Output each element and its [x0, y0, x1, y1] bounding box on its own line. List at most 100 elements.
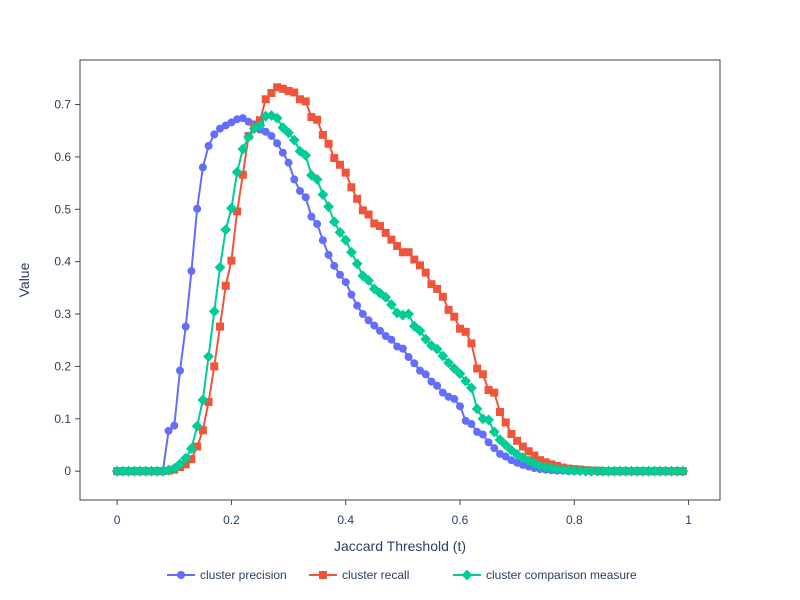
data-point-cluster-precision	[324, 250, 333, 259]
data-point-cluster-comparison-measure	[631, 465, 643, 477]
data-point-cluster-precision	[301, 193, 310, 202]
data-point-cluster-recall	[324, 139, 333, 148]
legend-label: cluster comparison measure	[486, 568, 637, 582]
data-point-cluster-comparison-measure	[608, 465, 620, 477]
data-point-cluster-comparison-measure	[180, 452, 192, 464]
y-tick-label: 0.1	[54, 412, 71, 426]
data-point-cluster-comparison-measure	[643, 465, 654, 477]
legend[interactable]: cluster precision cluster recall cluster c…	[167, 568, 637, 582]
data-point-cluster-recall	[221, 281, 230, 290]
data-point-cluster-comparison-measure	[191, 420, 203, 432]
data-point-cluster-comparison-measure	[243, 131, 254, 143]
data-point-cluster-recall	[307, 113, 316, 122]
data-point-cluster-recall	[467, 339, 476, 348]
data-point-cluster-recall	[456, 324, 464, 333]
data-point-cluster-comparison-measure	[220, 224, 232, 236]
data-point-cluster-comparison-measure	[260, 110, 272, 122]
data-point-cluster-recall	[193, 442, 202, 451]
y-tick-label: 0.5	[54, 202, 71, 216]
data-point-cluster-precision	[261, 127, 270, 136]
y-tick-label: 0.4	[54, 255, 71, 269]
data-point-cluster-comparison-measure	[666, 465, 677, 477]
data-point-cluster-comparison-measure	[586, 465, 597, 477]
data-point-cluster-precision	[307, 212, 316, 221]
data-point-cluster-recall	[450, 312, 459, 321]
data-point-cluster-comparison-measure	[637, 465, 649, 477]
data-point-cluster-recall	[301, 97, 310, 106]
data-point-cluster-comparison-measure	[660, 465, 672, 477]
data-point-cluster-recall	[198, 426, 207, 435]
data-point-cluster-precision	[176, 366, 184, 375]
data-point-cluster-precision	[313, 219, 322, 228]
data-point-cluster-comparison-measure	[580, 465, 592, 477]
data-point-cluster-precision	[187, 267, 196, 276]
data-point-cluster-recall	[330, 153, 339, 162]
data-point-cluster-recall	[187, 455, 196, 464]
data-point-cluster-comparison-measure	[334, 226, 346, 238]
data-point-cluster-precision	[478, 430, 487, 439]
data-point-cluster-precision	[238, 114, 247, 123]
data-point-cluster-recall	[347, 183, 356, 192]
legend-item-cluster-recall[interactable]: cluster recall	[309, 568, 409, 582]
data-point-cluster-precision	[164, 426, 173, 435]
data-point-cluster-recall	[410, 255, 419, 264]
data-point-cluster-precision	[490, 444, 499, 453]
data-point-cluster-precision	[347, 290, 356, 299]
legend-item-cluster-comparison-measure[interactable]: cluster comparison measure	[453, 568, 637, 582]
data-point-cluster-recall	[490, 388, 499, 397]
data-point-cluster-recall	[313, 115, 322, 124]
data-point-cluster-precision	[370, 321, 379, 330]
data-point-cluster-precision	[273, 139, 282, 148]
plot-area	[79, 59, 721, 501]
data-point-cluster-comparison-measure	[208, 306, 220, 317]
data-point-cluster-comparison-measure	[523, 455, 534, 467]
data-point-cluster-precision	[278, 148, 287, 157]
data-point-cluster-comparison-measure	[626, 465, 637, 477]
data-point-cluster-comparison-measure	[460, 375, 472, 387]
data-point-cluster-comparison-measure	[328, 216, 340, 228]
data-point-cluster-comparison-measure	[123, 465, 134, 477]
data-point-cluster-comparison-measure	[380, 291, 392, 303]
data-point-cluster-recall	[387, 235, 396, 244]
data-point-cluster-comparison-measure	[591, 465, 603, 477]
data-point-cluster-comparison-measure	[294, 145, 306, 157]
data-point-cluster-comparison-measure	[117, 465, 129, 477]
data-point-cluster-comparison-measure	[386, 299, 397, 311]
data-point-cluster-precision	[421, 370, 430, 379]
data-point-cluster-comparison-measure	[346, 246, 357, 258]
data-point-cluster-recall	[473, 364, 482, 373]
data-point-cluster-comparison-measure	[237, 143, 249, 155]
data-point-cluster-precision	[198, 163, 207, 172]
data-point-cluster-precision	[336, 270, 344, 279]
data-point-cluster-precision	[387, 335, 396, 344]
data-point-cluster-precision	[341, 278, 350, 287]
data-point-cluster-comparison-measure	[288, 134, 300, 146]
data-point-cluster-recall	[273, 83, 282, 92]
data-point-cluster-comparison-measure	[603, 465, 614, 477]
data-point-cluster-comparison-measure	[174, 458, 186, 470]
x-tick-label: 0.4	[337, 513, 354, 527]
y-axis-title: Value	[16, 262, 32, 297]
data-point-cluster-comparison-measure	[311, 174, 323, 185]
data-point-cluster-precision	[467, 420, 476, 429]
data-point-cluster-comparison-measure	[648, 465, 660, 477]
data-point-cluster-recall	[501, 418, 510, 427]
data-point-cluster-precision	[450, 394, 459, 403]
data-point-cluster-recall	[421, 268, 430, 277]
legend-swatch-marker	[177, 571, 185, 579]
data-point-cluster-comparison-measure	[271, 112, 283, 124]
data-point-cluster-comparison-measure	[277, 122, 289, 133]
data-point-cluster-comparison-measure	[403, 308, 414, 320]
y-axis-ticks: 0 0.1 0.2 0.3 0.4 0.5 0.6 0.7	[54, 98, 80, 478]
data-point-cluster-precision	[438, 388, 447, 397]
data-point-cluster-comparison-measure	[300, 149, 312, 161]
data-point-cluster-recall	[427, 280, 436, 289]
data-point-cluster-recall	[461, 327, 470, 336]
data-point-cluster-comparison-measure	[448, 363, 460, 374]
data-point-cluster-recall	[433, 284, 442, 293]
data-point-cluster-comparison-measure	[363, 275, 374, 286]
data-point-cluster-recall	[227, 256, 236, 265]
data-point-cluster-comparison-measure	[494, 434, 506, 446]
legend-item-cluster-precision[interactable]: cluster precision	[167, 568, 287, 582]
data-point-cluster-precision	[410, 359, 419, 368]
